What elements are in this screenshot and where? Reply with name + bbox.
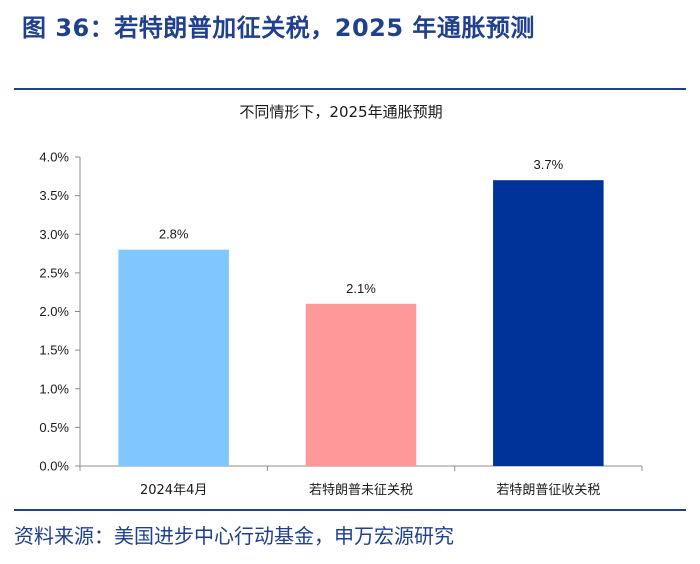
chart-bars xyxy=(118,180,604,467)
chart-labels: 2.8% 2024年4月 2.1% 若特朗普未征关税 3.7% 若特朗普征收关税 xyxy=(140,157,600,498)
data-label-3: 3.7% xyxy=(534,157,564,172)
y-tick-label: 1.0% xyxy=(39,381,69,396)
figure-title: 图 36：若特朗普加征关税，2025 年通胀预测 xyxy=(22,14,535,42)
y-tick-label: 3.0% xyxy=(39,227,69,242)
y-tick-label: 4.0% xyxy=(39,150,69,165)
chart-title: 不同情形下，2025年通胀预期 xyxy=(239,103,442,121)
x-tick-label-1: 2024年4月 xyxy=(140,483,207,498)
data-label-1: 2.8% xyxy=(159,227,189,242)
bar-3 xyxy=(493,180,604,467)
bottom-divider xyxy=(14,509,686,511)
x-tick-label-3: 若特朗普征收关税 xyxy=(496,482,600,498)
bar-1 xyxy=(118,249,229,466)
bar-2 xyxy=(305,303,417,466)
y-tick-label: 1.5% xyxy=(39,343,69,358)
data-label-2: 2.1% xyxy=(346,281,376,296)
top-divider xyxy=(14,88,686,90)
y-tick-label: 0.0% xyxy=(39,459,69,474)
y-tick-label: 0.5% xyxy=(39,420,69,435)
y-tick-label: 2.5% xyxy=(39,265,69,280)
x-tick-label-2: 若特朗普未征关税 xyxy=(309,482,413,498)
y-tick-label: 2.0% xyxy=(39,304,69,319)
source-note: 资料来源：美国进步中心行动基金，申万宏源研究 xyxy=(14,524,454,548)
y-tick-label: 3.5% xyxy=(39,188,69,203)
